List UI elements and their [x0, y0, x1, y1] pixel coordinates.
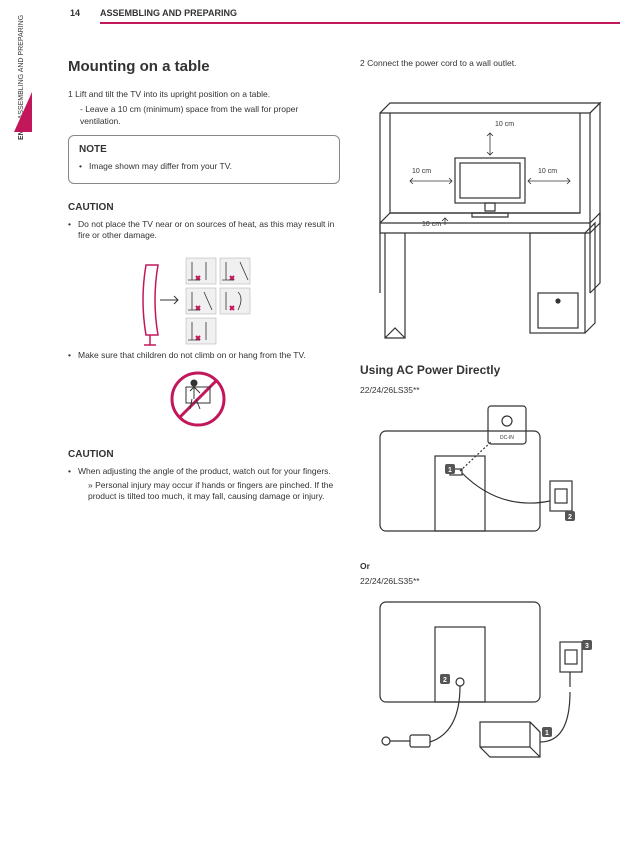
side-triangle [14, 92, 32, 132]
note-item: Image shown may differ from your TV. [89, 161, 329, 172]
vent-top: 10 cm [495, 121, 514, 128]
desk-diagram: 10 cm 10 cm 10 cm 10 cm [360, 73, 620, 363]
caution-bottom-item: When adjusting the angle of the product,… [78, 466, 340, 502]
caution-item-children: Make sure that children do not climb on … [78, 350, 340, 361]
header-rule [100, 22, 620, 24]
page-number: 14 [70, 8, 80, 18]
tv-rear-adapter-diagram: 2 1 3 [360, 592, 620, 782]
svg-text:3: 3 [585, 643, 589, 650]
dc-in-label: DC-IN [500, 435, 514, 441]
vent-bottom: 10 cm [422, 221, 441, 228]
caution-title: CAUTION [68, 202, 340, 213]
vent-right: 10 cm [538, 168, 557, 175]
adapter-model-2: 22/24/26LS35** [360, 576, 620, 587]
caution-list-2: Make sure that children do not climb on … [68, 350, 340, 361]
adapter-or: Or [360, 561, 620, 572]
adapter-heading: Using AC Power Directly [360, 363, 620, 377]
section-heading: Mounting on a table [68, 58, 340, 75]
prohibition-diagram [68, 369, 340, 439]
caution-bottom-title: CAUTION [68, 449, 340, 460]
header-title: ASSEMBLING AND PREPARING [100, 8, 237, 18]
adapter-model-1: 22/24/26LS35** [360, 385, 620, 396]
left-column: Mounting on a table 1 Lift and tilt the … [68, 58, 340, 511]
svg-text:2: 2 [568, 514, 572, 521]
svg-text:1: 1 [448, 467, 452, 474]
caution-item-heat: Do not place the TV near or on sources o… [78, 219, 340, 242]
hazard-diagram [68, 250, 340, 350]
svg-text:2: 2 [443, 677, 447, 684]
caution-bottom-list: When adjusting the angle of the product,… [68, 466, 340, 502]
caution-list: Do not place the TV near or on sources o… [68, 219, 340, 242]
note-box: NOTE Image shown may differ from your TV… [68, 135, 340, 183]
right-column: 2 Connect the power cord to a wall outle… [360, 58, 620, 782]
svg-text:1: 1 [545, 730, 549, 737]
vent-left: 10 cm [412, 168, 431, 175]
note-title: NOTE [79, 144, 329, 155]
tv-rear-ac-diagram: 1 2 DC-IN [360, 401, 620, 561]
step-1-sub: - Leave a 10 cm (minimum) space from the… [68, 104, 340, 127]
step-1: 1 Lift and tilt the TV into its upright … [68, 89, 340, 100]
step-2: 2 Connect the power cord to a wall outle… [360, 58, 620, 69]
